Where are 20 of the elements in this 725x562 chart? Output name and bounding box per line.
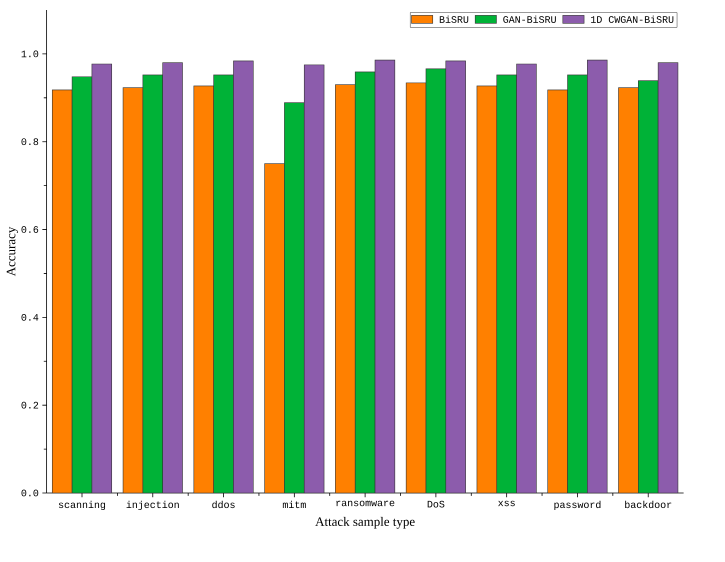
y-tick-label: 0.8 xyxy=(22,138,38,146)
x-tick-label: backdoor xyxy=(625,500,672,508)
x-tick-label: scanning xyxy=(58,500,106,510)
legend-label: GAN-BiSRU xyxy=(503,16,556,23)
x-axis-title: Attack sample type xyxy=(315,516,415,529)
y-tick-label: 0.6 xyxy=(22,226,38,233)
y-tick-label: 0.4 xyxy=(22,314,38,321)
x-tick-label: injection xyxy=(126,500,179,510)
x-tick-label: ransomware xyxy=(336,500,394,506)
x-tick-label: DoS xyxy=(428,500,444,508)
legend-label: 1D CWGAN-BiSRU xyxy=(591,16,674,23)
y-tick-label: 0.0 xyxy=(22,490,38,496)
y-tick-label: 1.0 xyxy=(22,50,38,58)
y-tick-label: 0.2 xyxy=(22,402,38,409)
y-axis-title: Accuracy xyxy=(6,226,18,276)
x-tick-label: password xyxy=(554,500,600,510)
x-tick-label: ddos xyxy=(212,500,235,508)
x-tick-label: mitm xyxy=(282,500,306,508)
legend-label: BiSRU xyxy=(440,16,468,23)
x-tick-label: xss xyxy=(498,500,515,506)
